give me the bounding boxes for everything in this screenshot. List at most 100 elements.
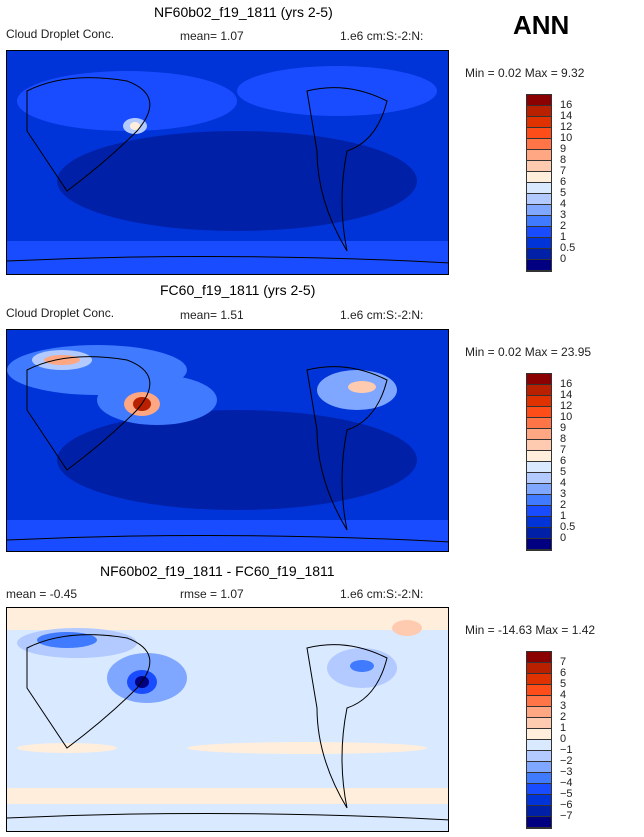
colorbar-label: 2 (560, 711, 567, 723)
colorbar-label: 4 (560, 689, 567, 701)
colorbar-swatch (527, 227, 551, 238)
colorbar-label: 0 (560, 733, 567, 745)
colorbar-swatch (527, 128, 551, 139)
colorbar-label: 3 (560, 488, 567, 500)
colorbar-label: 8 (560, 433, 567, 445)
colorbar-swatch (527, 652, 551, 663)
colorbar-label: 7 (560, 444, 567, 456)
colorbar-swatch (527, 205, 551, 216)
panel2-units: 1.e6 cm:S:-2:N: (340, 308, 424, 322)
colorbar-label: 12 (560, 400, 573, 412)
colorbar-swatch (527, 418, 551, 429)
colorbar-swatch (527, 539, 551, 550)
colorbar-label: 0.5 (560, 521, 576, 533)
colorbar-label: 3 (560, 209, 567, 221)
colorbar-label: 0 (560, 532, 567, 544)
colorbar-swatch (527, 663, 551, 674)
panel1-colorbar (526, 94, 552, 272)
colorbar-swatch (527, 517, 551, 528)
colorbar-swatch (527, 194, 551, 205)
colorbar-swatch (527, 440, 551, 451)
colorbar-label: 14 (560, 110, 573, 122)
colorbar-swatch (527, 95, 551, 106)
colorbar-label: −1 (560, 744, 573, 756)
colorbar-label: 16 (560, 99, 573, 111)
colorbar-swatch (527, 784, 551, 795)
colorbar-swatch (527, 817, 551, 828)
panel3-minmax: Min = -14.63 Max = 1.42 (465, 623, 596, 637)
colorbar-label: 4 (560, 198, 567, 210)
colorbar-swatch (527, 385, 551, 396)
colorbar-label: 10 (560, 132, 573, 144)
colorbar-label: 9 (560, 143, 567, 155)
colorbar-swatch (527, 260, 551, 271)
panel1-title: NF60b02_f19_1811 (yrs 2-5) (154, 4, 333, 20)
colorbar-swatch (527, 249, 551, 260)
colorbar-swatch (527, 374, 551, 385)
colorbar-label: −3 (560, 766, 573, 778)
colorbar-swatch (527, 528, 551, 539)
panel3-colorbar (526, 651, 552, 829)
colorbar-swatch (527, 751, 551, 762)
colorbar-label: −6 (560, 799, 573, 811)
colorbar-swatch (527, 473, 551, 484)
colorbar-swatch (527, 729, 551, 740)
colorbar-swatch (527, 762, 551, 773)
panel2-map (6, 329, 449, 552)
colorbar-swatch (527, 216, 551, 227)
panel1-map (6, 50, 449, 275)
panel2-mean: mean= 1.51 (180, 308, 244, 322)
panel2-title: FC60_f19_1811 (yrs 2-5) (160, 282, 316, 298)
panel1-map-field (7, 51, 448, 274)
colorbar-label: 6 (560, 455, 567, 467)
colorbar-swatch (527, 172, 551, 183)
colorbar-swatch (527, 707, 551, 718)
panel3-map (6, 607, 449, 832)
panel2-colorbar (526, 373, 552, 551)
colorbar-swatch (527, 183, 551, 194)
colorbar-label: 2 (560, 220, 567, 232)
colorbar-swatch (527, 484, 551, 495)
panel2-map-field (7, 330, 448, 551)
colorbar-label: 16 (560, 378, 573, 390)
colorbar-label: 0.5 (560, 242, 576, 254)
colorbar-label: −5 (560, 788, 573, 800)
colorbar-label: 9 (560, 422, 567, 434)
colorbar-swatch (527, 696, 551, 707)
colorbar-label: 6 (560, 667, 567, 679)
colorbar-swatch (527, 139, 551, 150)
colorbar-swatch (527, 396, 551, 407)
colorbar-swatch (527, 718, 551, 729)
colorbar-swatch (527, 506, 551, 517)
colorbar-label: −2 (560, 755, 573, 767)
panel2-variable: Cloud Droplet Conc. (6, 306, 115, 320)
colorbar-label: 6 (560, 176, 567, 188)
colorbar-swatch (527, 795, 551, 806)
colorbar-label: 3 (560, 700, 567, 712)
colorbar-swatch (527, 773, 551, 784)
colorbar-swatch (527, 106, 551, 117)
panel3-map-field (7, 608, 448, 831)
colorbar-label: 1 (560, 231, 567, 243)
colorbar-swatch (527, 674, 551, 685)
colorbar-swatch (527, 462, 551, 473)
panel3-mean: mean = -0.45 (6, 587, 78, 601)
colorbar-label: 10 (560, 411, 573, 423)
colorbar-label: 7 (560, 165, 567, 177)
season-label: ANN (513, 10, 570, 40)
panel1-units: 1.e6 cm:S:-2:N: (340, 29, 424, 43)
colorbar-swatch (527, 150, 551, 161)
colorbar-label: 5 (560, 466, 567, 478)
colorbar-swatch (527, 806, 551, 817)
panel1-mean: mean= 1.07 (180, 29, 244, 43)
colorbar-swatch (527, 429, 551, 440)
panel3-rmse: rmse = 1.07 (180, 587, 244, 601)
colorbar-label: 1 (560, 510, 567, 522)
colorbar-label: 4 (560, 477, 567, 489)
colorbar-swatch (527, 685, 551, 696)
panel3-title: NF60b02_f19_1811 - FC60_f19_1811 (100, 563, 335, 579)
colorbar-label: 1 (560, 722, 567, 734)
colorbar-swatch (527, 407, 551, 418)
colorbar-swatch (527, 451, 551, 462)
panel3-units: 1.e6 cm:S:-2:N: (340, 587, 424, 601)
